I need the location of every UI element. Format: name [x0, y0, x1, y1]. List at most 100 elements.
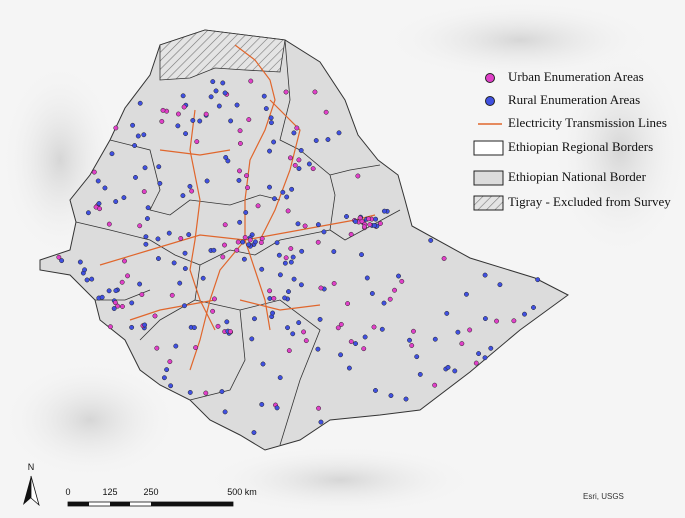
legend-label: Electricity Transmission Lines — [508, 115, 667, 130]
scale-label: 250 — [143, 487, 158, 497]
rural-point — [243, 210, 249, 215]
rural-point — [161, 375, 167, 381]
rural-point — [156, 256, 161, 261]
rural-point — [211, 247, 217, 253]
urban-point — [409, 343, 415, 348]
rural-point — [59, 258, 65, 264]
urban-point — [222, 222, 228, 228]
rural-point — [187, 183, 193, 189]
urban-point — [494, 318, 500, 324]
rural-point — [129, 300, 135, 306]
rural-point — [111, 306, 117, 311]
scale-label: 0 — [65, 487, 70, 497]
rural-point — [156, 164, 162, 170]
urban-point — [441, 256, 447, 261]
rural-point — [482, 355, 488, 361]
urban-point — [359, 218, 365, 224]
rural-point — [463, 291, 469, 297]
rural-point — [338, 352, 344, 358]
rural-point — [168, 383, 174, 389]
rural-point — [213, 88, 219, 94]
urban-point — [361, 346, 367, 352]
urban-point — [367, 222, 373, 228]
legend-national-symbol — [473, 170, 504, 186]
rural-point — [228, 118, 234, 124]
rural-point — [137, 100, 143, 106]
rural-point — [352, 219, 358, 224]
urban-point — [154, 345, 160, 351]
rural-point — [204, 178, 210, 184]
urban-point — [258, 240, 264, 246]
legend-label: Ethiopian National Border — [508, 169, 647, 184]
arrow-left — [23, 476, 31, 505]
rural-point — [237, 219, 243, 225]
urban-point — [318, 285, 324, 291]
rural-point — [261, 93, 267, 99]
rural-point — [166, 230, 172, 236]
rural-point — [182, 303, 187, 309]
scale-bar: 0 125 250 500 km — [65, 487, 257, 507]
rural-point — [197, 118, 203, 124]
rural-point — [190, 118, 196, 123]
rural-point — [132, 143, 138, 148]
rural-point — [285, 325, 290, 331]
rural-point — [191, 325, 197, 331]
rural-point — [241, 256, 247, 262]
legend-label: Rural Enumeration Areas — [508, 92, 640, 107]
rural-point — [106, 288, 112, 294]
rural-point — [225, 158, 231, 164]
rural-point — [482, 316, 488, 322]
rural-point — [417, 371, 423, 377]
urban-point — [56, 254, 62, 260]
rural-point — [142, 322, 148, 328]
rural-point — [373, 388, 378, 393]
rural-point — [270, 310, 276, 316]
urban-point — [287, 155, 293, 161]
rural-point — [267, 184, 272, 190]
rural-point — [336, 130, 342, 136]
rural-point — [121, 195, 127, 201]
rural-point — [277, 272, 283, 278]
rural-point — [276, 252, 282, 258]
scale-bar-seg — [68, 502, 89, 506]
rural-point — [284, 194, 290, 200]
urban-point — [338, 321, 344, 327]
urban-point — [473, 360, 479, 366]
legend: Urban Enumeration Areas Rural Enumeratio… — [473, 69, 671, 211]
urban-point — [203, 390, 209, 396]
scale-label: 125 — [102, 487, 117, 497]
legend-label: Ethiopian Regional Borders — [508, 139, 653, 154]
urban-point — [122, 258, 127, 264]
urban-point — [411, 328, 416, 334]
urban-point — [119, 304, 125, 309]
rural-point — [369, 291, 375, 296]
rural-point — [280, 189, 286, 195]
urban-point — [119, 279, 125, 285]
rural-point — [210, 79, 216, 85]
rural-point — [371, 223, 377, 228]
urban-point — [323, 109, 329, 115]
urban-point — [271, 295, 277, 301]
rural-point — [223, 155, 229, 160]
rural-point — [143, 234, 149, 240]
rural-point — [220, 80, 226, 86]
rural-point — [373, 216, 379, 222]
regional-borders — [75, 39, 401, 446]
rural-point — [155, 236, 161, 242]
urban-point — [371, 324, 377, 330]
rural-point — [271, 139, 277, 145]
rural-point — [290, 254, 296, 260]
urban-point — [237, 141, 243, 146]
scale-bar-seg — [110, 502, 130, 506]
rural-point — [208, 94, 214, 100]
arrow-right — [30, 475, 40, 507]
urban-point — [294, 125, 300, 131]
rural-point — [187, 389, 193, 395]
urban-point — [345, 301, 351, 307]
rural-point — [183, 131, 189, 137]
urban-point — [315, 239, 321, 245]
rural-point — [102, 185, 108, 191]
urban-point — [247, 237, 253, 243]
urban-point — [296, 157, 302, 163]
urban-point — [355, 173, 361, 179]
